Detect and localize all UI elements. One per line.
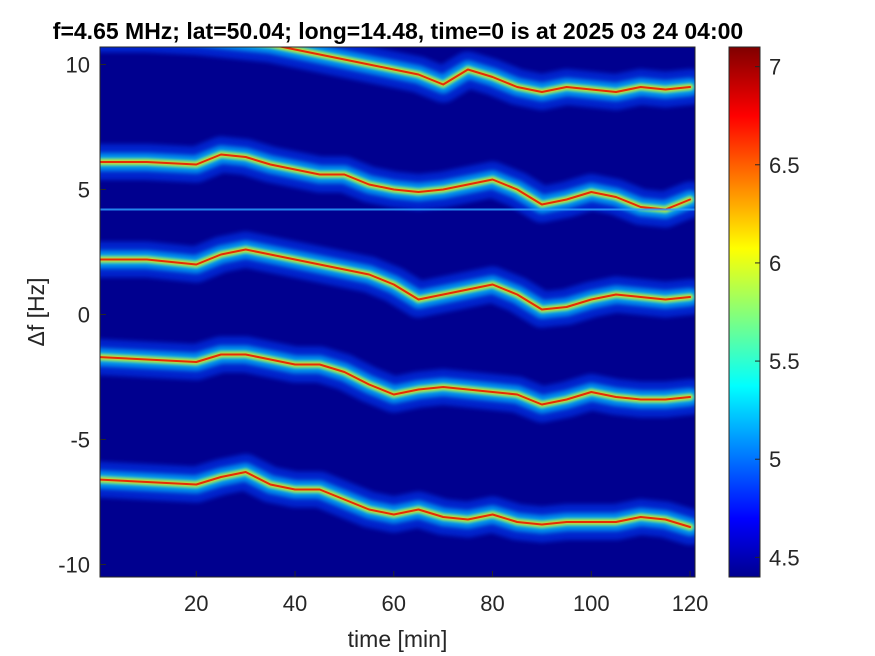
trace-core-1	[277, 47, 692, 93]
colorbar-frame	[728, 46, 761, 578]
x-tick-label: 40	[283, 591, 307, 616]
y-tick-label: -5	[70, 428, 90, 453]
trace-core-4	[100, 353, 692, 406]
x-tick-label: 20	[184, 591, 208, 616]
x-axis-label: time [min]	[348, 626, 448, 652]
colorbar: 7 6.5 6 5.5 5 4.5	[728, 46, 800, 578]
colorbar-tick-label: 6.5	[769, 153, 800, 178]
x-tick-label: 120	[672, 591, 709, 616]
y-tick-label: -10	[58, 553, 90, 578]
colorbar-ticks: 7 6.5 6 5.5 5 4.5	[755, 55, 800, 570]
x-axis: 20 40 60 80 100 120	[184, 571, 708, 616]
colorbar-gradient	[729, 47, 760, 577]
chart-title: f=4.65 MHz; lat=50.04; long=14.48, time=…	[53, 18, 743, 44]
y-tick-label: 0	[78, 303, 90, 328]
plot-frame	[99, 46, 696, 578]
plot-area	[99, 46, 696, 578]
trace-core-3	[100, 248, 692, 311]
x-tick-label: 80	[480, 591, 504, 616]
colorbar-tick-label: 6	[769, 251, 781, 276]
y-axis-label: Δf [Hz]	[23, 277, 49, 346]
y-tick-label: 10	[66, 53, 90, 78]
colorbar-tick-label: 4.5	[769, 545, 800, 570]
y-axis: 10 5 0 -5 -10	[58, 53, 106, 578]
y-tick-label: 5	[78, 178, 90, 203]
colorbar-tick-label: 5	[769, 447, 781, 472]
x-tick-label: 60	[382, 591, 406, 616]
colorbar-tick-label: 5.5	[769, 349, 800, 374]
colorbar-tick-label: 7	[769, 55, 781, 80]
trace-core-2	[100, 153, 692, 211]
trace-core-5	[100, 471, 692, 528]
spectrogram-traces	[100, 47, 695, 545]
x-tick-label: 100	[573, 591, 610, 616]
